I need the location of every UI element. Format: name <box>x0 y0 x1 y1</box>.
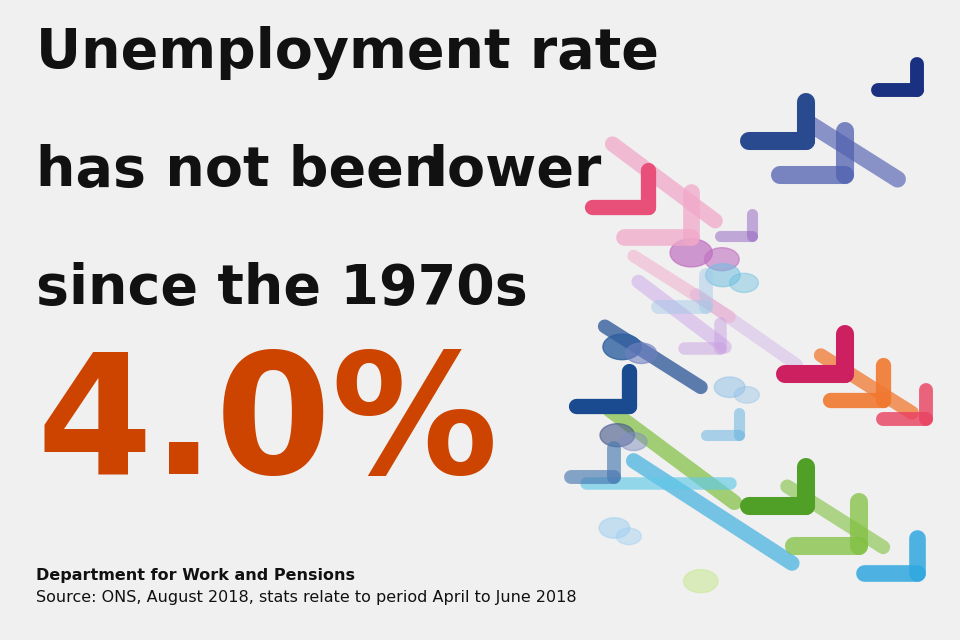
Circle shape <box>730 273 758 292</box>
Circle shape <box>706 264 740 287</box>
Circle shape <box>616 528 641 545</box>
Text: Source: ONS, August 2018, stats relate to period April to June 2018: Source: ONS, August 2018, stats relate t… <box>36 590 577 605</box>
Text: since the 1970s: since the 1970s <box>36 262 528 316</box>
Circle shape <box>684 570 718 593</box>
Text: Department for Work and Pensions: Department for Work and Pensions <box>36 568 355 583</box>
Circle shape <box>600 424 635 447</box>
Circle shape <box>734 387 759 403</box>
Circle shape <box>705 248 739 271</box>
Text: 4.0%: 4.0% <box>36 346 498 509</box>
Text: has not been: has not been <box>36 144 463 198</box>
Circle shape <box>714 377 745 397</box>
Circle shape <box>599 518 630 538</box>
Text: Unemployment rate: Unemployment rate <box>36 26 660 79</box>
Circle shape <box>603 334 641 360</box>
Circle shape <box>626 343 657 364</box>
Circle shape <box>670 239 712 267</box>
Text: lower: lower <box>428 144 602 198</box>
Circle shape <box>620 433 647 451</box>
